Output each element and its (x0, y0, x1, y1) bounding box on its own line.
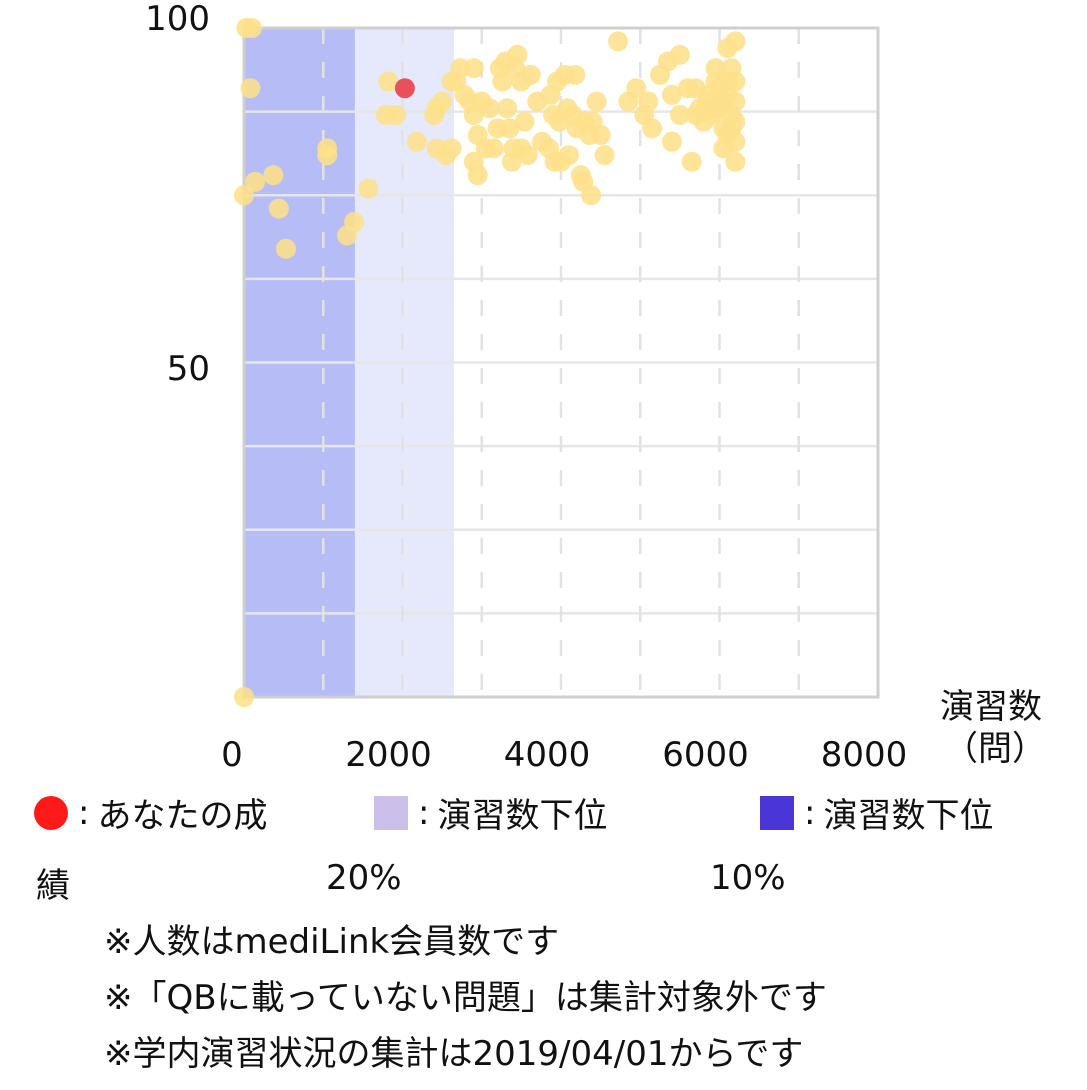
data-point (467, 165, 488, 186)
data-point (483, 138, 504, 159)
legend-separator: : (804, 792, 816, 833)
legend-low20-wrap: 20% (326, 858, 402, 898)
data-point (497, 98, 518, 119)
data-point (586, 91, 607, 112)
legend-low10-label: 演習数下位 (823, 796, 994, 836)
data-point (721, 104, 742, 125)
legend-low10-marker (760, 795, 794, 830)
points-layer (234, 18, 746, 707)
legend-separator: : (418, 792, 430, 833)
legend-low20-marker (374, 795, 408, 830)
legend-low20-label: 演習数下位 (437, 796, 608, 836)
data-point (344, 212, 365, 233)
data-point (234, 687, 254, 707)
data-point (514, 111, 535, 132)
data-point (406, 131, 427, 152)
data-point (241, 18, 262, 38)
data-point (638, 91, 659, 112)
axis-layer: 100 50 0 2000 4000 6000 8000 演習数（問） (145, 0, 1046, 775)
data-point (661, 131, 682, 152)
data-point (725, 151, 746, 172)
data-point (608, 31, 629, 52)
data-point (492, 71, 513, 92)
data-point (705, 98, 726, 119)
legend: : あなたの成 : 演習数下位 : 演習数下位 (0, 788, 1087, 836)
x-tick-label: 0 (221, 735, 243, 775)
legend-you-wrap: 績 (36, 866, 70, 906)
data-point (517, 145, 538, 166)
data-point (507, 44, 528, 65)
data-point (669, 44, 690, 65)
data-point (520, 64, 541, 85)
data-point (565, 64, 586, 85)
data-point (594, 145, 615, 166)
legend-separator: : (78, 792, 90, 833)
data-point (441, 138, 462, 159)
data-point (317, 145, 338, 166)
x-axis-unit-label: 演習数 (940, 687, 1042, 727)
legend-item-you: : あなたの成 (34, 788, 267, 837)
data-point (463, 58, 484, 79)
data-point (432, 91, 453, 112)
data-point (725, 31, 746, 52)
data-point (626, 78, 647, 99)
x-tick-label: 2000 (345, 735, 432, 775)
data-point (240, 78, 261, 99)
note-members: ※人数はmediLink会員数です (104, 922, 560, 962)
legend-low10-wrap: 10% (710, 858, 786, 898)
data-point (499, 118, 520, 139)
x-tick-label: 4000 (504, 735, 591, 775)
data-point (709, 78, 730, 99)
data-point (581, 185, 602, 206)
data-point (661, 84, 682, 105)
plot-frame (242, 26, 880, 699)
note-start-date: ※学内演習状況の集計は2019/04/01からです (104, 1034, 804, 1074)
note-excluded: ※「QBに載っていない問題」は集計対象外です (104, 978, 827, 1018)
data-point (268, 198, 289, 219)
x-tick-label: 8000 (821, 735, 908, 775)
x-axis-unit-label: （問） (944, 729, 1046, 769)
you-point (394, 78, 415, 99)
legend-item-low10: : 演習数下位 (760, 788, 993, 837)
y-tick-label: 100 (145, 0, 210, 39)
notes: ※人数はmediLink会員数です ※「QBに載っていない問題」は集計対象外です… (104, 914, 827, 1082)
data-point (479, 98, 500, 119)
data-point (276, 238, 297, 259)
data-point (717, 125, 738, 146)
data-point (245, 171, 266, 192)
data-point (590, 125, 611, 146)
scatter-chart: 100 50 0 2000 4000 6000 8000 演習数（問） (145, 0, 1046, 775)
data-point (263, 165, 284, 186)
data-point (386, 104, 407, 125)
x-tick-label: 6000 (662, 735, 749, 775)
y-tick-label: 50 (167, 349, 210, 389)
legend-you-label: あなたの成 (97, 796, 268, 836)
data-point (358, 178, 379, 199)
legend-you-marker (34, 795, 68, 830)
data-point (681, 151, 702, 172)
data-point (669, 104, 690, 125)
data-point (558, 145, 579, 166)
data-point (705, 58, 726, 79)
data-point (234, 185, 254, 206)
legend-item-low20: : 演習数下位 (374, 788, 607, 837)
data-point (642, 118, 663, 139)
data-point (378, 71, 399, 92)
